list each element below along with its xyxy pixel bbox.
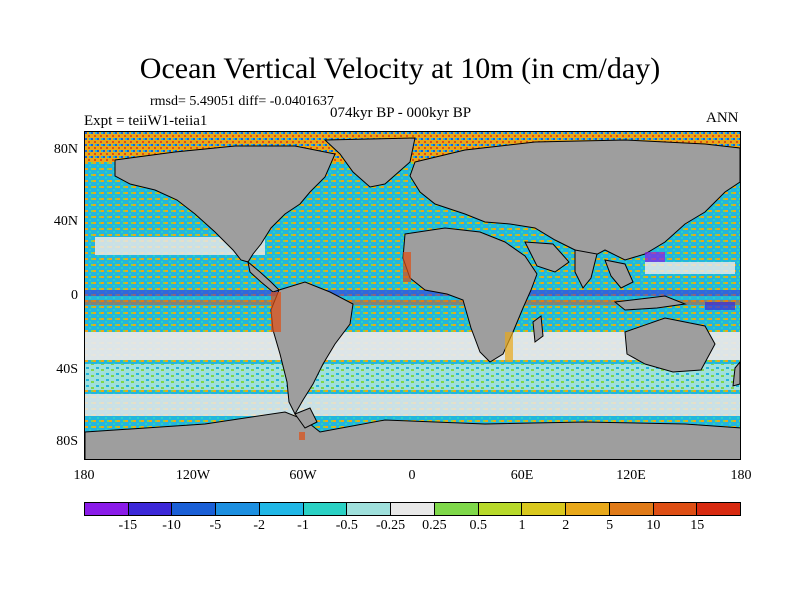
colorbar-label: 15 <box>690 518 705 533</box>
colorbar-swatch <box>85 503 129 515</box>
lat-label-0: 0 <box>71 288 78 303</box>
colorbar-label: -10 <box>162 518 181 533</box>
colorbar-swatch <box>478 503 523 515</box>
colorbar-swatch <box>391 503 435 515</box>
colorbar-label: 1 <box>518 518 526 533</box>
lat-label-80s: 80S <box>56 434 78 449</box>
lat-label-40s: 40S <box>56 362 78 377</box>
equatorial-band <box>85 290 740 296</box>
colorbar-label: -0.5 <box>335 518 358 533</box>
southern-white-band-2 <box>85 394 740 416</box>
lon-label-60w: 60W <box>289 468 317 483</box>
lat-label-80n: 80N <box>53 142 78 157</box>
colorbar-swatch <box>434 503 479 515</box>
colorbar-swatch <box>303 503 348 515</box>
colorbar-swatch <box>347 503 392 515</box>
colorbar-label: 5 <box>606 518 614 533</box>
season-label: ANN <box>706 110 739 126</box>
lon-label-60e: 60E <box>510 468 534 483</box>
colorbar-swatch <box>697 503 741 515</box>
colorbar-label: -15 <box>118 518 138 533</box>
colorbar-label: -2 <box>253 518 266 533</box>
colorbar <box>84 502 741 516</box>
experiment-label: Expt = teiiW1-teiia1 <box>84 113 208 129</box>
southern-cyan-band <box>85 364 740 390</box>
colorbar-swatch <box>172 503 217 515</box>
colorbar-swatch <box>128 503 173 515</box>
stats-label: rmsd= 5.49051 diff= -0.0401637 <box>150 94 334 109</box>
lon-label-180e: 180 <box>730 468 752 483</box>
lon-label-120e: 120E <box>616 468 646 483</box>
landmasses <box>85 137 740 459</box>
lat-label-40n: 40N <box>53 214 78 229</box>
colorbar-swatch <box>522 503 567 515</box>
figure-title: Ocean Vertical Velocity at 10m (in cm/da… <box>139 52 661 85</box>
colorbar-swatch <box>566 503 610 515</box>
lon-label-180w: 180 <box>73 468 95 483</box>
lon-label-120w: 120W <box>175 468 211 483</box>
colorbar-label: 10 <box>646 518 661 533</box>
colorbar-label: -1 <box>297 518 309 533</box>
period-label: 074kyr BP - 000kyr BP <box>330 105 472 121</box>
colorbar-swatch <box>216 503 260 515</box>
colorbar-label: 2 <box>562 518 570 533</box>
ocean-velocity-map <box>85 132 740 459</box>
colorbar-label: -0.25 <box>376 518 406 533</box>
colorbar-label: -5 <box>209 518 222 533</box>
colorbar-label: 0.25 <box>422 518 447 533</box>
colorbar-swatch <box>653 503 698 515</box>
colorbar-swatch <box>609 503 654 515</box>
map-panel <box>84 131 741 460</box>
npac-white <box>95 237 265 255</box>
colorbar-swatch <box>259 503 304 515</box>
lon-label-0: 0 <box>408 468 416 483</box>
colorbar-label: 0.5 <box>469 518 487 533</box>
